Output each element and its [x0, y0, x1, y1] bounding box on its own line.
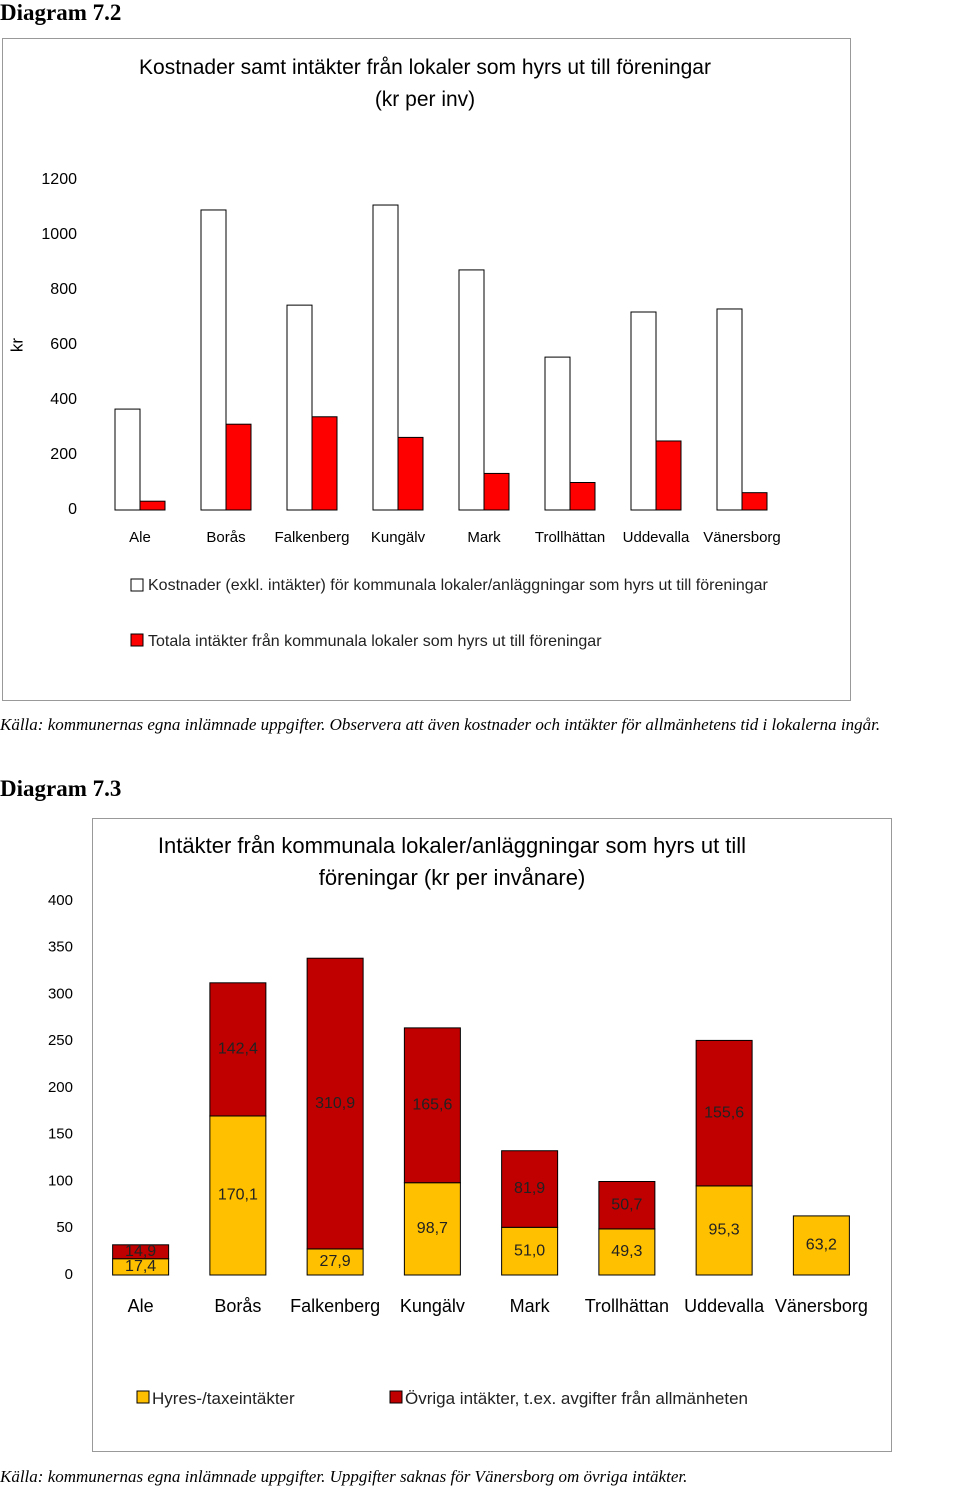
- bar: [372, 204, 399, 511]
- y-tick-label: 1200: [41, 171, 77, 188]
- bar: [569, 482, 596, 511]
- bar: [306, 957, 364, 1250]
- value-label: 95,3: [709, 1222, 740, 1239]
- heading: Diagram 7.2: [0, 0, 122, 25]
- value-label: 98,7: [417, 1220, 448, 1237]
- heading: Diagram 7.3: [0, 776, 122, 801]
- chart-title: Intäkter från kommunala lokaler/anläggni…: [157, 833, 747, 890]
- legend-swatch: [130, 633, 144, 647]
- bar: [114, 408, 141, 511]
- bar: [630, 311, 657, 511]
- value-label: 63,2: [806, 1237, 837, 1254]
- x-tick-label: Kungälv: [371, 529, 426, 546]
- y-tick-label: 200: [50, 446, 77, 463]
- value-label: 49,3: [611, 1243, 642, 1260]
- x-tick-label: Vänersborg: [703, 529, 781, 546]
- x-tick-label: Falkenberg: [290, 1296, 380, 1316]
- bar: [200, 209, 227, 511]
- y-tick-label: 150: [48, 1126, 73, 1143]
- y-tick-label: 800: [50, 281, 77, 298]
- source-note: Källa: kommunernas egna inlämnade uppgif…: [0, 1467, 688, 1486]
- chart-title: Kostnader samt intäkter från lokaler som…: [139, 56, 711, 79]
- x-tick-label: Ale: [128, 1296, 154, 1316]
- bar: [286, 304, 313, 511]
- chart-frame: [2, 38, 851, 701]
- legend-label: Övriga intäkter, t.ex. avgifter från all…: [405, 1389, 749, 1408]
- bar: [598, 1181, 656, 1230]
- bar: [306, 1248, 364, 1276]
- y-tick-label: 400: [50, 391, 77, 408]
- bar: [655, 440, 682, 511]
- bar: [716, 308, 743, 511]
- value-label: 81,9: [514, 1180, 545, 1197]
- legend-swatch: [389, 1390, 403, 1404]
- y-tick-label: 0: [68, 501, 77, 518]
- value-label: 50,7: [611, 1196, 642, 1213]
- bar: [501, 1226, 559, 1276]
- bar: [598, 1228, 656, 1276]
- y-tick-label: 350: [48, 939, 73, 956]
- source-note: Källa: kommunernas egna inlämnade uppgif…: [0, 715, 881, 734]
- bar: [544, 356, 571, 511]
- legend-label: Hyres-/taxeintäkter: [152, 1389, 295, 1408]
- y-tick-label: 300: [48, 985, 73, 1002]
- x-tick-label: Mark: [510, 1296, 551, 1316]
- x-tick-label: Borås: [214, 1296, 261, 1316]
- x-tick-label: Trollhättan: [585, 1296, 669, 1316]
- legend-label: Totala intäkter från kommunala lokaler s…: [148, 633, 602, 650]
- bar: [483, 472, 510, 511]
- x-tick-label: Vänersborg: [775, 1296, 868, 1316]
- value-label: 17,4: [125, 1258, 156, 1275]
- y-axis-label: kr: [7, 338, 26, 353]
- value-label: 170,1: [218, 1187, 258, 1204]
- value-label: 310,9: [315, 1095, 355, 1112]
- y-tick-label: 0: [65, 1266, 73, 1283]
- y-tick-label: 1000: [41, 226, 77, 243]
- bar: [225, 423, 252, 511]
- value-label: 165,6: [412, 1097, 452, 1114]
- x-tick-label: Mark: [467, 529, 501, 546]
- y-tick-label: 100: [48, 1172, 73, 1189]
- bar: [397, 436, 424, 511]
- y-tick-label: 600: [50, 336, 77, 353]
- value-label: 51,0: [514, 1242, 545, 1259]
- bar: [311, 416, 338, 511]
- y-tick-label: 400: [48, 892, 73, 909]
- bar: [403, 1182, 461, 1276]
- bar: [403, 1027, 461, 1184]
- chart-frame: [92, 818, 892, 1452]
- bar: [741, 492, 768, 511]
- legend-label: Kostnader (exkl. intäkter) för kommunala…: [148, 577, 768, 594]
- bar: [695, 1039, 753, 1187]
- y-tick-label: 50: [56, 1219, 73, 1236]
- bar: [458, 269, 485, 511]
- y-tick-label: 250: [48, 1032, 73, 1049]
- chart-subtitle: (kr per inv): [374, 88, 476, 111]
- y-tick-label: 200: [48, 1079, 73, 1096]
- x-tick-label: Uddevalla: [623, 529, 690, 546]
- legend-swatch: [130, 578, 144, 592]
- value-label: 142,4: [218, 1041, 258, 1058]
- x-tick-label: Ale: [129, 529, 151, 546]
- bar: [139, 500, 166, 511]
- value-label: 14,9: [125, 1243, 156, 1260]
- x-tick-label: Uddevalla: [684, 1296, 765, 1316]
- value-label: 27,9: [320, 1253, 351, 1270]
- legend-swatch: [136, 1390, 150, 1404]
- bar: [209, 1115, 267, 1276]
- bar: [209, 982, 267, 1117]
- bar: [792, 1215, 850, 1276]
- x-tick-label: Trollhättan: [535, 529, 605, 546]
- value-label: 155,6: [704, 1104, 744, 1121]
- x-tick-label: Kungälv: [400, 1296, 465, 1316]
- bar: [112, 1244, 170, 1260]
- x-tick-label: Borås: [206, 529, 245, 546]
- bar: [501, 1150, 559, 1228]
- x-tick-label: Falkenberg: [274, 529, 349, 546]
